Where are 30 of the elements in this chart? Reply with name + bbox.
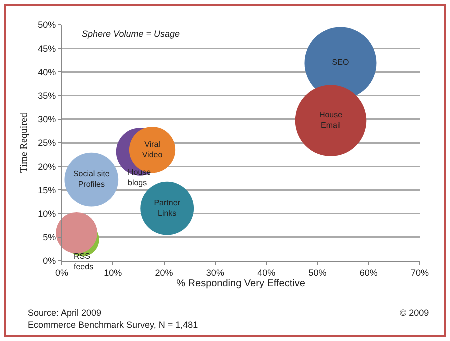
y-tick-label: 40% [38, 67, 56, 78]
y-tick-label: 45% [38, 44, 56, 54]
series-label: Partner Links [154, 198, 181, 218]
x-tick-label: 40% [258, 268, 276, 278]
y-tick-label: 10% [38, 208, 56, 219]
text: © 2009 [400, 308, 430, 318]
y-tick-label: 35% [38, 90, 56, 101]
x-tick-label: 70% [410, 268, 430, 278]
source-note: Source: April 2009 [28, 308, 102, 318]
series-label: SEO [332, 58, 350, 68]
x-tick-label: 30% [206, 268, 224, 278]
text: Ecommerce Benchmark Survey, N = 1,481 [28, 320, 198, 330]
x-tick-label: 50% [308, 268, 327, 278]
x-tick-label: 10% [104, 268, 122, 278]
y-tick-label: 15% [38, 185, 56, 196]
y-tick-label: 5% [43, 232, 56, 243]
series-label: Social site Profiles [73, 170, 110, 190]
y-tick-label: 20% [38, 162, 56, 172]
y-tick-label: 30% [38, 114, 56, 125]
annotation: Sphere Volume = Usage [82, 29, 180, 39]
x-axis-title: % Responding Very Effective [176, 278, 306, 290]
series-label: Viral Video [142, 140, 164, 160]
y-axis-title: Time Required [19, 113, 30, 173]
x-tick-label: 20% [155, 268, 174, 278]
x-tick-label: 0% [55, 268, 69, 278]
y-tick-label: 50% [38, 20, 56, 30]
series-label: House Email [319, 110, 344, 130]
y-tick-label: 25% [38, 138, 56, 148]
x-tick-label: 60% [360, 268, 378, 278]
y-tick-label: 0% [43, 256, 56, 266]
